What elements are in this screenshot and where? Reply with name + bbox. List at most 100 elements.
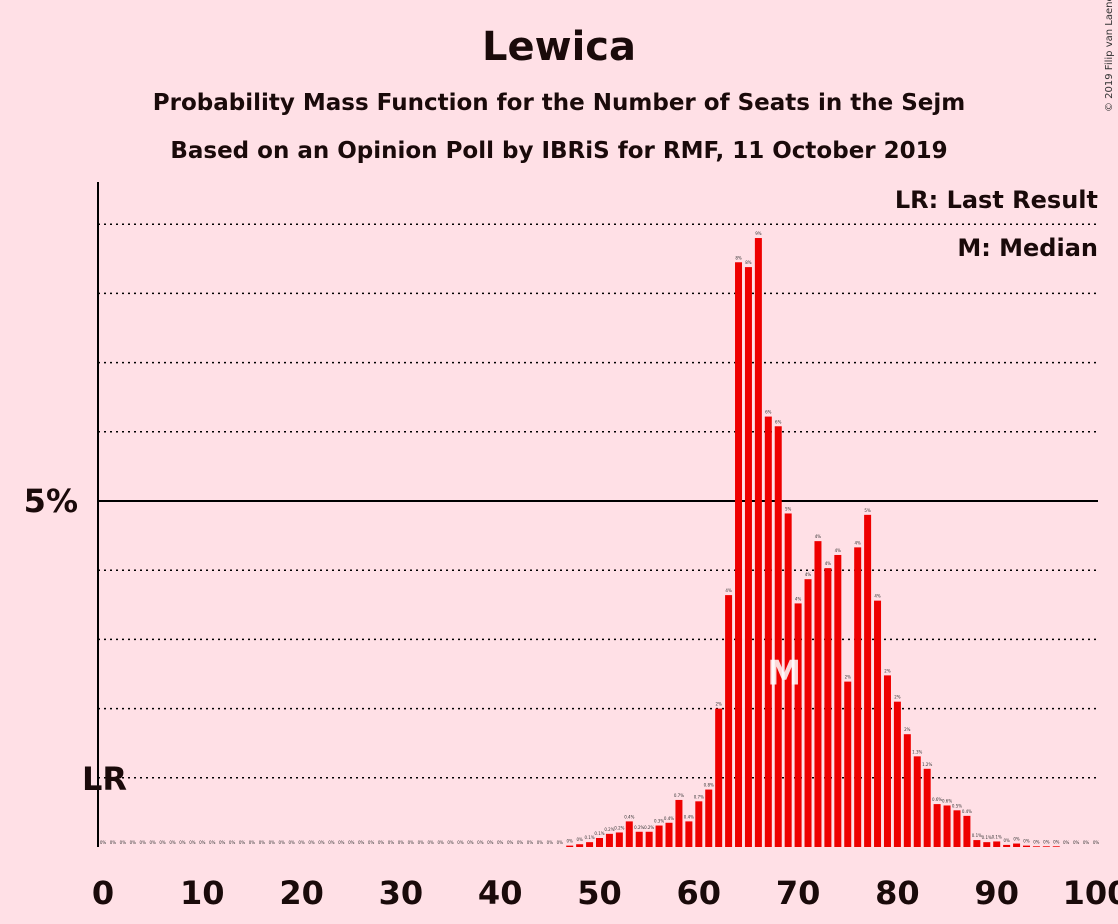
bar-data-label: 0% [517,840,524,845]
bar-seat-70 [794,603,802,847]
bar-data-label: 0% [189,840,196,845]
bar-seat-56 [655,825,663,847]
bar-seat-67 [764,416,772,847]
bar-data-label: 0% [1033,839,1040,844]
bar-seat-96 [1052,846,1060,847]
bar-seat-94 [1032,846,1040,847]
bar-data-label: 4% [805,572,812,577]
y-tick-label: 5% [24,482,78,520]
bar-seat-88 [973,840,981,847]
bar-seat-80 [893,701,901,847]
median-marker: M [767,653,801,693]
bar-data-label: 0.2% [614,825,624,830]
bar-seat-86 [953,810,961,847]
bar-data-label: 0.1% [992,834,1002,839]
bar-data-label: 0% [368,840,375,845]
bar-seat-49 [586,842,594,847]
legend-last-result: LR: Last Result [894,186,1098,214]
bar-data-label: 0% [467,840,474,845]
bar-seat-51 [605,833,613,847]
bar-seat-50 [596,838,603,847]
bar-data-label: 0.2% [634,825,644,830]
bar-data-label: 4% [855,540,862,545]
bar-seat-82 [913,756,921,847]
bar-data-label: 0.7% [674,793,684,798]
bar-data-label: 4% [815,534,822,539]
bar-seat-64 [735,262,743,847]
bar-data-label: 0% [110,840,117,845]
x-tick-label: 70 [776,874,821,912]
bar-seat-85 [943,805,951,847]
bar-data-label: 0% [308,840,315,845]
bar-data-label: 0% [1063,840,1070,845]
bar-data-label: 6% [775,419,782,424]
bar-data-label: 5% [785,506,792,511]
bar-seat-95 [1042,846,1050,847]
bar-data-label: 2% [845,675,852,680]
bar-data-label: 0% [328,840,335,845]
bar-data-label: 0.7% [694,794,704,799]
bar-seat-63 [725,595,733,847]
bar-data-label: 0% [1003,838,1010,843]
bar-data-label: 0% [348,840,355,845]
bar-seat-77 [864,514,872,847]
bar-data-label: 0% [120,840,127,845]
bar-data-label: 0% [537,840,544,845]
bar-data-label: 4% [874,594,881,599]
bar-data-label: 0% [298,840,305,845]
bar-data-label: 0% [1093,840,1100,845]
x-tick-label: 40 [478,874,523,912]
bar-data-label: 0% [547,840,554,845]
bar-data-label: 4% [725,588,732,593]
bar-data-label: 0.4% [962,809,972,814]
x-tick-label: 30 [379,874,424,912]
bar-data-label: 0% [219,840,226,845]
bar-data-label: 0.1% [594,831,604,836]
bar-data-label: 0% [269,840,276,845]
bar-seat-75 [844,681,852,847]
bar-seat-57 [665,822,673,847]
bar-data-label: 0% [1043,839,1050,844]
bar-seat-55 [645,831,653,847]
bar-seat-83 [923,768,931,847]
bar-seat-73 [824,568,832,847]
bar-data-label: 0% [398,840,405,845]
bar-data-label: 0.4% [664,816,674,821]
bar-data-label: 0.4% [684,814,694,819]
bar-data-label: 0% [358,840,365,845]
bar-data-label: 0.4% [624,814,634,819]
last-result-marker: LR [82,760,127,798]
bar-seat-58 [675,799,683,847]
bar-data-label: 0.2% [644,825,654,830]
bar-data-label: 5% [864,508,871,513]
bar-data-label: 0% [199,840,206,845]
bar-data-label: 0% [576,837,583,842]
bar-data-label: 0% [140,840,147,845]
x-tick-label: 50 [577,874,622,912]
bar-data-label: 0.1% [584,835,594,840]
bar-data-label: 9% [755,231,762,236]
bar-seat-59 [685,821,693,847]
bar-data-label: 2% [904,727,911,732]
bar-data-label: 0% [239,840,246,845]
bar-seat-69 [784,513,792,847]
bar-data-label: 0.6% [942,798,952,803]
bar-seat-92 [1013,843,1021,847]
bar-seat-78 [874,600,882,847]
chart-subtitle-2: Based on an Opinion Poll by IBRiS for RM… [170,138,948,164]
bar-seat-53 [625,821,633,847]
bar-data-label: 0% [318,840,325,845]
bar-data-label: 0% [338,840,345,845]
bar-seat-79 [883,675,891,847]
bar-data-label: 0.2% [604,827,614,832]
bar-data-label: 0% [149,840,156,845]
x-tick-label: 10 [180,874,225,912]
bar-data-label: 0.8% [704,783,714,788]
bar-data-label: 4% [795,596,802,601]
bar-data-label: 0% [428,840,435,845]
x-tick-label: 100 [1063,874,1118,912]
bar-data-label: 4% [825,561,832,566]
bar-data-label: 0% [527,840,534,845]
bar-data-label: 0.6% [932,797,942,802]
